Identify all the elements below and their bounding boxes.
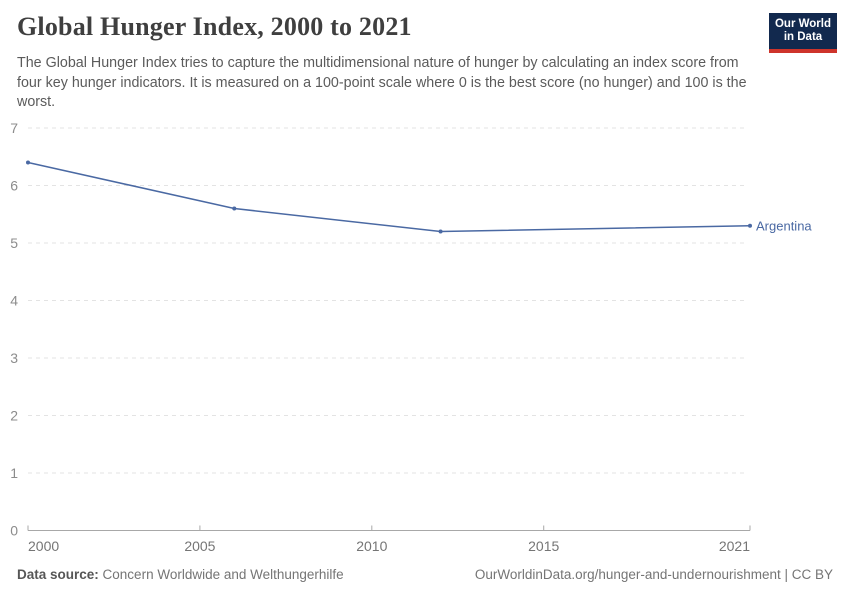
- x-axis-tick-label: 2010: [356, 538, 387, 554]
- series-entity-label[interactable]: Argentina: [756, 218, 812, 233]
- data-point[interactable]: [232, 206, 237, 211]
- x-axis-tick-label: 2000: [28, 538, 59, 554]
- x-axis-tick-label: 2015: [528, 538, 559, 554]
- data-source: Data source: Concern Worldwide and Welth…: [17, 567, 344, 582]
- data-point[interactable]: [438, 229, 443, 234]
- series-line-argentina[interactable]: [27, 161, 751, 233]
- owid-logo-line1: Our World: [774, 18, 831, 30]
- chart-subtitle: The Global Hunger Index tries to capture…: [17, 55, 747, 110]
- y-axis-tick-label: 5: [10, 235, 18, 251]
- y-axis-tick-label: 3: [10, 350, 18, 366]
- x-axis-tick-label: 2021: [719, 538, 750, 554]
- data-source-value: Concern Worldwide and Welthungerhilfe: [102, 567, 344, 582]
- y-axis-tick-label: 1: [10, 465, 18, 481]
- owid-logo[interactable]: Our World in Data: [769, 13, 837, 53]
- chart-footer: Data source: Concern Worldwide and Welth…: [17, 567, 833, 582]
- y-axis-tick-label: 0: [10, 523, 18, 539]
- data-source-label: Data source:: [17, 567, 99, 582]
- y-axis-tick-label: 4: [10, 293, 18, 309]
- y-axis-tick-label: 2: [10, 408, 18, 424]
- attribution-link[interactable]: OurWorldinData.org/hunger-and-undernouri…: [474, 567, 833, 582]
- x-axis-tick-label: 2005: [184, 538, 215, 554]
- data-point[interactable]: [748, 223, 752, 228]
- owid-logo-line2: in Data: [783, 31, 823, 43]
- page-title: Global Hunger Index, 2000 to 2021: [17, 12, 412, 41]
- y-axis-tick-label: 6: [10, 178, 18, 194]
- data-point[interactable]: [26, 160, 30, 165]
- y-axis-tick-label: 7: [10, 120, 18, 136]
